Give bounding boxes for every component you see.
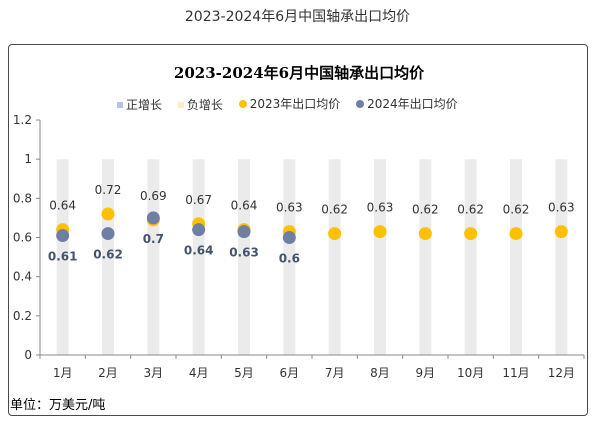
data-point (192, 223, 206, 237)
data-point (282, 231, 296, 244)
y-tick-label: 1.2 (13, 113, 32, 127)
category-band (328, 159, 341, 355)
legend-label: 2023年出口均价 (249, 97, 341, 111)
page-title: 2023-2024年6月中国轴承出口均价 (184, 9, 411, 25)
legend-item-positive-growth[interactable]: 正增长 (117, 96, 162, 113)
unit-label: 单位：万美元/吨 (10, 398, 106, 413)
category-band (238, 159, 250, 355)
data-label: 0.63 (276, 201, 303, 215)
y-tick-label: 0.2 (13, 309, 32, 323)
y-tick-label: 0.4 (13, 270, 32, 284)
data-point (101, 207, 115, 221)
legend-item-negative-growth[interactable]: 负增长 (177, 96, 223, 113)
category-band (56, 159, 69, 355)
category-band (419, 159, 432, 355)
x-tick-label: 11月 (502, 366, 529, 380)
x-tick-label: 2月 (98, 366, 118, 380)
chart-title: 2023-2024年6月中国轴承出口均价 (173, 64, 425, 82)
category-band (283, 159, 296, 355)
legend-dot-icon (356, 99, 365, 108)
data-point (509, 227, 523, 241)
data-label: 0.62 (412, 203, 439, 217)
legend-square-icon (177, 101, 184, 108)
plot-area: 0 0.2 0.4 0.6 0.8 1 1.2 1月 2月 3月 4月 5月 6月 7月 8月 9月 10月 11… (13, 113, 585, 380)
x-tick-label: 4月 (189, 366, 209, 380)
data-point (101, 227, 115, 241)
y-tick-label: 0 (24, 348, 32, 362)
x-tick-label: 6月 (280, 366, 300, 380)
y-tick-label: 0.6 (13, 231, 32, 245)
data-point (328, 227, 342, 241)
data-label: 0.63 (367, 201, 394, 215)
chart-frame: 2023-2024年6月中国轴承出口均价 正增长 负增长 2023年出口均价 2… (8, 44, 588, 416)
data-label: 0.67 (185, 193, 212, 207)
data-label: 0.72 (95, 183, 122, 197)
category-band (555, 159, 568, 355)
data-label: 0.63 (548, 201, 575, 215)
data-label: 0.62 (321, 203, 348, 217)
x-tick-label: 12月 (548, 366, 575, 380)
data-label: 0.61 (48, 250, 78, 264)
data-label: 0.63 (229, 246, 259, 260)
data-point (237, 225, 251, 239)
legend-item-2023-price[interactable]: 2023年出口均价 (238, 95, 341, 112)
data-label: 0.62 (457, 203, 484, 217)
legend-label: 2024年出口均价 (367, 97, 458, 111)
data-label: 0.69 (140, 189, 167, 203)
x-tick-label: 3月 (144, 366, 164, 380)
x-tick-label: 9月 (416, 366, 436, 380)
data-label: 0.64 (231, 199, 258, 213)
legend-label: 正增长 (126, 98, 163, 112)
y-tick-label: 1 (24, 152, 32, 166)
category-band (102, 159, 114, 355)
x-tick-label: 5月 (234, 366, 254, 380)
legend-label: 负增长 (186, 98, 223, 112)
category-band (147, 159, 160, 355)
category-band (464, 159, 477, 355)
legend-dot-icon (238, 99, 247, 108)
data-label: 0.62 (503, 203, 530, 217)
chart-legend: 正增长 负增长 2023年出口均价 2024年出口均价 (117, 95, 470, 113)
data-point (373, 225, 387, 239)
data-label: 0.64 (184, 244, 214, 258)
data-point (464, 227, 478, 241)
x-tick-label: 10月 (457, 366, 484, 380)
x-tick-label: 8月 (370, 366, 390, 380)
legend-item-2024-price[interactable]: 2024年出口均价 (356, 95, 458, 112)
x-tick-label: 7月 (325, 366, 345, 380)
category-band (374, 159, 386, 355)
data-point (146, 211, 160, 225)
category-band (192, 159, 205, 355)
y-tick-label: 0.8 (13, 191, 32, 205)
data-label: 0.6 (279, 252, 300, 266)
data-point (418, 227, 432, 241)
data-point (56, 229, 70, 243)
data-label: 0.64 (49, 199, 76, 213)
legend-square-icon (117, 101, 123, 108)
x-tick-label: 1月 (53, 366, 73, 380)
category-band (510, 159, 522, 355)
data-label: 0.62 (93, 248, 123, 262)
data-label: 0.7 (143, 232, 164, 246)
data-point (554, 225, 568, 239)
